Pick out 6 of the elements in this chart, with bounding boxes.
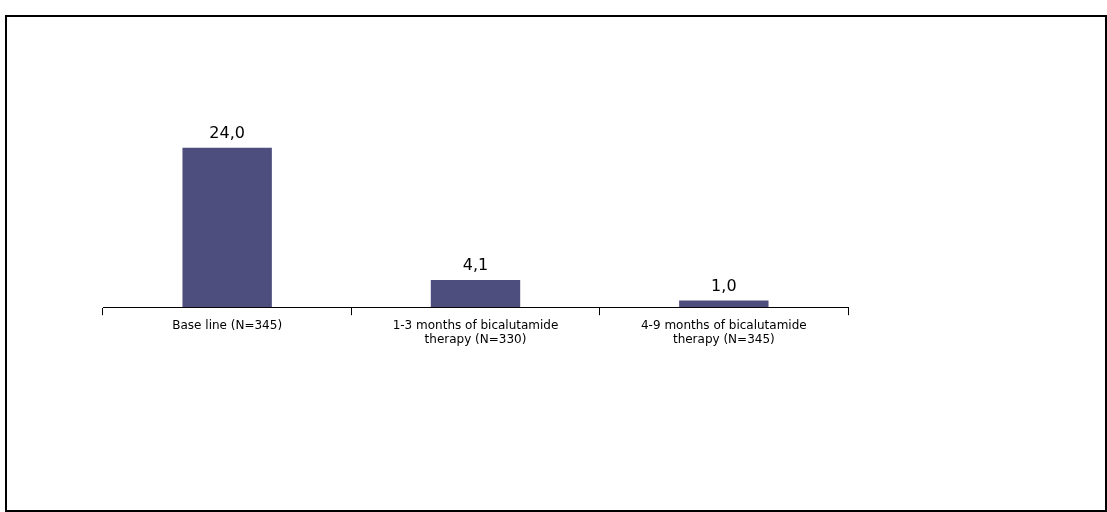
- x-tick-label: 1-3 months of bicalutamide therapy (N=330): [392, 317, 559, 346]
- data-label: 1,0: [711, 275, 737, 295]
- data-label: 24,0: [209, 123, 245, 142]
- x-tick-label: Base line (N=345): [172, 317, 283, 332]
- x-tick-label: 4-9 months of bicalutamide therapy (N=345): [640, 317, 807, 346]
- data-label: 4,1: [462, 255, 489, 275]
